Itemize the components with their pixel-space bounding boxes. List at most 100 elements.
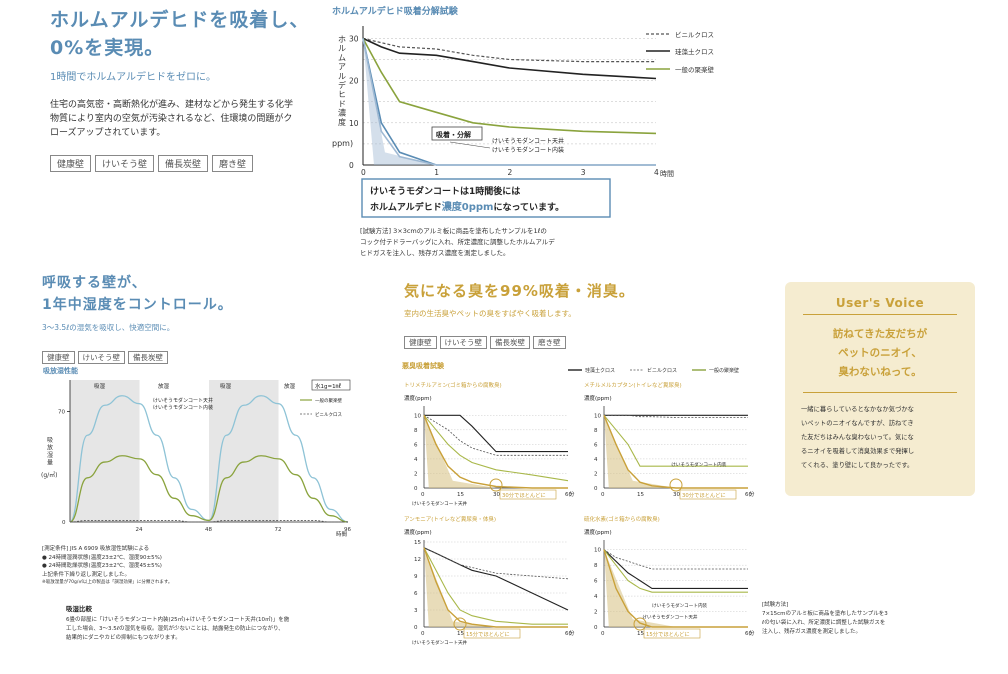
phase-absorb-1: 吸湿 [94,382,106,390]
odor-series-2 [423,414,569,482]
tag2-binchotan[interactable]: 備長炭壁 [128,351,168,364]
odor-callout-circle [669,478,683,492]
chart1-series-4 [362,38,656,166]
odor-series-1 [423,414,568,456]
c2-legend-juraku: 一般の聚楽壁 [315,397,342,404]
odor-xunit: 分 [569,629,575,637]
sec2-subtitle: 3～3.5ℓの湿気を吸収し、快適空間に。 [42,323,175,332]
c2-label-interior: けいそうモダンコート内装 [153,404,213,411]
odor-xtick: 60 [745,492,752,498]
chart1-xtick: 4 [654,168,659,177]
chart1-ylabel-char: ア [338,63,346,72]
odor-yunit: 濃度(ppm) [404,394,432,402]
unit-box: 水1g=1㎖ [315,382,342,390]
chart1-ylabel-char: ド [338,99,346,108]
chart2-yunit: (g/㎡) [41,471,58,479]
tag3-binchotan[interactable]: 備長炭壁 [490,336,530,349]
odor-ytick: 6 [594,579,598,585]
odor-xunit: 分 [569,490,575,498]
odor-callout-text: 15分でほとんどに [466,630,510,638]
chart1-xtick: 1 [434,168,439,177]
tag3-keisou[interactable]: けいそう壁 [439,336,487,349]
odor-xtick: 15 [457,492,464,498]
svg-text:一般の聚楽壁: 一般の聚楽壁 [709,367,739,374]
sec3-title: 気になる臭を99%吸着・消臭。 [404,282,635,300]
tag2-kenkou[interactable]: 健康壁 [42,351,75,364]
sec1-title: ホルムアルデヒドを吸着し、 0%を実現。 [50,6,309,62]
odor-callout-text: 15分でほとんどに [646,630,690,638]
tag-migaki[interactable]: 磨き壁 [212,155,254,172]
odor-callout-box [679,489,737,500]
odor-xtick: 60 [745,631,752,637]
adsorb-callout-text: 吸着・分解 [436,130,471,139]
odor-ytick: 0 [414,486,418,492]
odor-xtick: 30 [673,492,680,498]
odor-ytick: 4 [414,457,418,463]
label-ceiling: けいそうモダンコート天井 [492,137,564,145]
sec1-tags: 健康壁 けいそう壁 備長炭壁 磨き壁 [50,152,257,172]
odor-callout-box [499,489,557,500]
odor-callout-circle [633,617,647,631]
chart1-series-1 [362,37,657,80]
chart1-title: ホルムアルデヒド吸着分解試験 [332,5,459,17]
odor-ytick: 9 [414,574,418,580]
odor-ytick: 8 [414,428,418,434]
chart2-ylabel-char: 吸 [47,437,53,444]
odor-ytick: 6 [414,442,418,448]
absorb-band-0 [70,380,140,522]
chart1-series-0 [362,37,656,63]
odor-ytick: 12 [414,557,421,563]
chart1-xtick: 0 [361,168,366,177]
chart2-series-1 [69,455,349,523]
tag3-kenkou[interactable]: 健康壁 [404,336,437,349]
chart1-ylabel-char: 度 [338,117,346,127]
tag-keisou[interactable]: けいそう壁 [95,155,155,172]
odor-test-title: 悪臭吸着試験 [402,361,445,370]
sec1-subtitle: 1時間でホルムアルデヒドをゼロに。 [50,72,217,83]
odor-series-1 [603,549,748,570]
odor-chart-hydrogen-sulfide: 硫化水素(ゴミ箱からの腐敗臭)濃度(ppm)02468100153060分15分… [584,515,755,639]
odor-xunit: 分 [749,629,755,637]
tag-binchotan[interactable]: 備長炭壁 [158,155,209,172]
odor-series-0 [424,414,568,453]
odor-series-2 [603,414,748,467]
chart1-xtick: 3 [581,168,586,177]
phase-absorb-2: 吸湿 [220,382,232,390]
odor-ytick: 6 [594,442,598,448]
odor-wedge [604,415,676,488]
odor-xtick: 60 [565,631,572,637]
sec2-title: 呼吸する壁が、 1年中湿度をコントロール。 [42,275,233,313]
odor-xunit: 分 [749,490,755,498]
odor-chart-ammonia: アンモニア(トイレなど糞尿臭・体臭)濃度(ppm)036912150153060… [404,515,575,646]
legend-vinyl: ビニルクロス [675,30,714,39]
odor-label-ceiling: けいそうモダンコート天井 [412,639,468,646]
odor-ytick: 4 [594,594,598,600]
chart2-ylabel-char: 量 [47,460,53,467]
c2-legend-vinyl: ビニルクロス [315,411,342,418]
odor-legend: 悪臭吸着試験 珪藻土クロス ビニルクロス 一般の聚楽壁 [402,361,739,374]
odor-ytick: 4 [594,457,598,463]
result-box [361,178,611,218]
odor-ytick: 2 [594,471,598,477]
tag-kenkou[interactable]: 健康壁 [50,155,92,172]
chart2-xtick: 72 [275,527,282,533]
chart2-ylabel-char: 放 [47,444,53,452]
odor-ytick: 8 [594,563,598,569]
odor-callout-circle [489,478,503,492]
odor-xtick: 0 [421,492,425,498]
odor-ytick: 15 [414,540,421,546]
odor-series-0 [423,547,569,611]
odor-wedge [424,547,496,627]
sec3-tags: 健康壁 けいそう壁 備長炭壁 磨き壁 [404,330,569,349]
odor-xtick: 0 [601,631,605,637]
tag3-migaki[interactable]: 磨き壁 [533,336,566,349]
voice-body: 一緒に暮らしているとなかなか気づかな いペットのニオイなんですが、訪ねてき た友… [801,406,915,469]
chart2-xtick: 96 [344,527,351,533]
odor-ytick: 0 [594,625,598,631]
chart2-xunit: 時間 [336,530,348,538]
odor-method: [試験方法] 7×15cmのアルミ板に商品を塗布したサンプルを3 ℓの匂い袋に入… [762,602,888,635]
tag2-keisou[interactable]: けいそう壁 [77,351,125,364]
chart2-series-2 [69,519,348,523]
